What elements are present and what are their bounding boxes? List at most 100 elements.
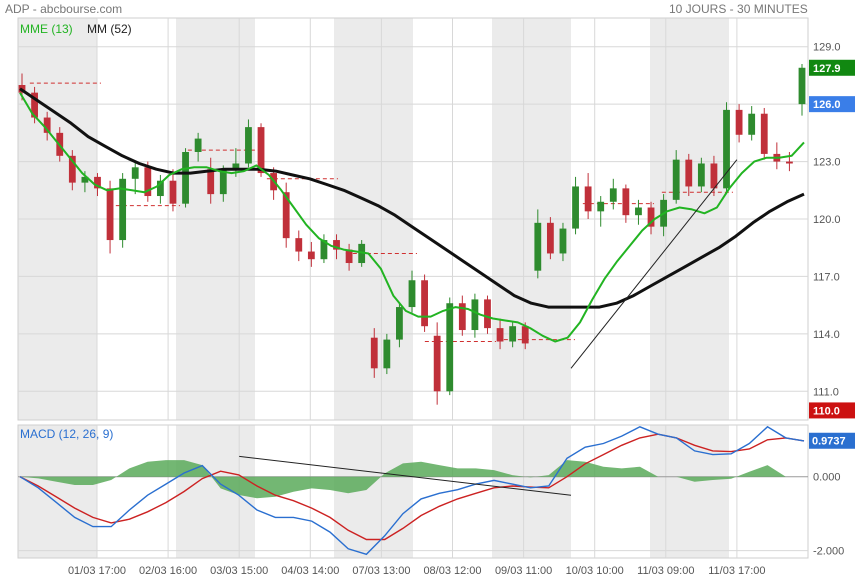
chart-source-title: ADP - abcbourse.com (5, 2, 123, 16)
candle-body (546, 222, 554, 254)
candle-body (144, 167, 152, 197)
candle-body (320, 240, 328, 260)
candle-body (735, 109, 743, 135)
x-tick-label: 07/03 13:00 (352, 565, 410, 577)
candle-body (31, 92, 38, 118)
candle-body (597, 201, 605, 212)
x-tick-label: 10/03 10:00 (566, 565, 624, 577)
x-tick-label: 08/03 12:00 (423, 565, 481, 577)
candle-body (106, 188, 114, 241)
candle-body (207, 169, 215, 195)
candle-body (760, 113, 768, 154)
candle-body (786, 161, 793, 164)
candle-body (685, 159, 693, 187)
candle-body (383, 339, 391, 369)
candle-body (68, 155, 76, 183)
x-tick-label: 01/03 17:00 (68, 565, 126, 577)
candle-body (609, 188, 617, 202)
candle-body (433, 335, 441, 392)
candle-body (697, 163, 705, 187)
macd-day-shade (492, 425, 571, 558)
macd-trendline (239, 455, 572, 496)
candle-body (408, 280, 416, 308)
candle-body (421, 280, 428, 327)
macd-day-shade (18, 425, 97, 558)
sma-52-line (19, 87, 805, 309)
macd-panel-border (17, 424, 809, 559)
price-trendline (570, 159, 738, 369)
price-tick-label: 120.0 (813, 214, 841, 226)
candle-body (710, 163, 718, 189)
candle-body (307, 251, 315, 260)
macd-tick-label: -2.000 (813, 546, 844, 558)
macd-tag-box (809, 432, 855, 449)
x-tick-label: 04/03 14:00 (281, 565, 339, 577)
candle-body (81, 176, 89, 183)
candle-body (748, 113, 756, 135)
candle-body (471, 299, 479, 331)
candle-body (521, 326, 529, 344)
candle-body (257, 127, 265, 174)
price-tick-label: 123.0 (813, 157, 841, 169)
candle-body (94, 176, 101, 189)
candle-body (43, 117, 51, 133)
candle-body (584, 186, 592, 212)
x-tick-label: 11/03 17:00 (708, 565, 765, 577)
candle-body (484, 299, 491, 329)
candle-body (396, 307, 403, 340)
sma-legend-label: MM (52) (87, 22, 132, 36)
candle-body (370, 337, 378, 369)
macd-histogram (20, 460, 804, 499)
candle-body (333, 240, 340, 250)
candle-body (559, 228, 567, 254)
candle-body (458, 303, 466, 331)
ema-13-line (19, 92, 805, 343)
price-tick-label: 117.0 (813, 271, 840, 283)
candle-body (345, 249, 353, 264)
price-tag-box (809, 402, 855, 419)
price-tag-label: 110.0 (813, 405, 840, 417)
x-tick-label: 11/03 09:00 (637, 565, 694, 577)
x-tick-label: 03/03 15:00 (210, 565, 268, 577)
candle-body (232, 163, 240, 170)
candle-body (182, 152, 189, 204)
price-tick-label: 111.0 (813, 386, 839, 398)
candle-body (358, 243, 366, 264)
candle-body (295, 238, 303, 252)
price-tag-label: 127.9 (813, 63, 841, 75)
price-tag-label: 126.0 (813, 99, 841, 111)
ema-legend-label: MME (13) (20, 22, 73, 36)
x-tick-label: 02/03 16:00 (139, 565, 197, 577)
candle-body (509, 326, 517, 342)
candle-body (798, 67, 806, 105)
candle-body (119, 178, 127, 241)
candle-body (647, 207, 655, 227)
macd-legend-label: MACD (12, 26, 9) (20, 427, 113, 441)
x-tick-label: 09/03 11:00 (495, 565, 552, 577)
price-tick-label: 129.0 (813, 42, 841, 54)
candle-body (572, 186, 579, 229)
macd-day-shade (650, 425, 729, 558)
candle-body (282, 192, 290, 239)
price-tag-box (809, 96, 855, 113)
candle-body (219, 169, 227, 195)
candle-body (622, 188, 630, 216)
macd-tag-label: 0.9737 (812, 436, 846, 448)
candle-body (245, 127, 252, 164)
price-tick-label: 114.0 (813, 329, 840, 341)
macd-line (19, 425, 805, 556)
candle-body (723, 109, 730, 189)
price-tag-box (809, 59, 855, 76)
candle-body (194, 138, 202, 152)
candle-body (672, 159, 680, 200)
chart-period-label: 10 JOURS - 30 MINUTES (669, 2, 808, 16)
macd-tick-label: 0.000 (813, 472, 841, 484)
candle-body (156, 180, 164, 197)
candle-body (496, 328, 504, 342)
candle-body (534, 222, 542, 271)
candle-body (169, 180, 177, 204)
candle-body (131, 167, 139, 179)
candle-body (635, 207, 642, 216)
candle-body (446, 303, 454, 392)
